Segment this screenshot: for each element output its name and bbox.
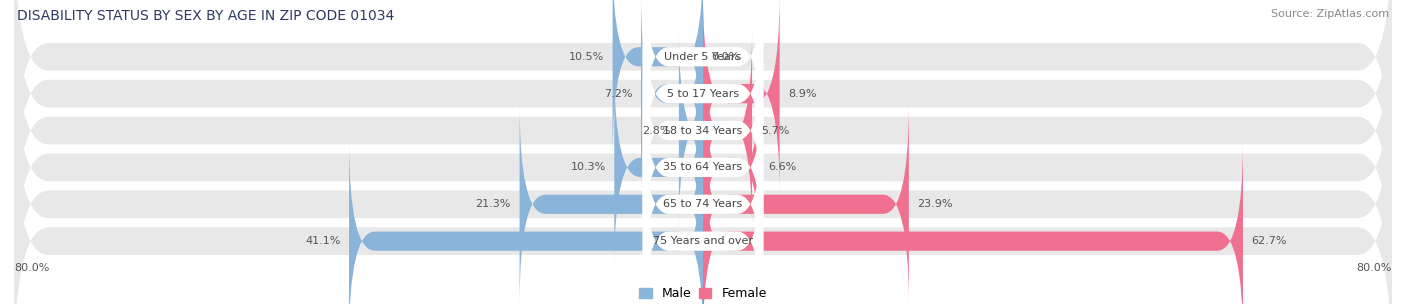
Legend: Male, Female: Male, Female bbox=[640, 287, 766, 300]
FancyBboxPatch shape bbox=[14, 71, 1392, 304]
FancyBboxPatch shape bbox=[14, 0, 1392, 264]
Text: 10.5%: 10.5% bbox=[568, 52, 605, 62]
Text: 80.0%: 80.0% bbox=[14, 263, 49, 273]
Text: 10.3%: 10.3% bbox=[571, 162, 606, 172]
Text: 41.1%: 41.1% bbox=[305, 236, 340, 246]
Text: 5.7%: 5.7% bbox=[761, 126, 789, 136]
Text: 75 Years and over: 75 Years and over bbox=[652, 236, 754, 246]
FancyBboxPatch shape bbox=[703, 103, 908, 304]
Text: 18 to 34 Years: 18 to 34 Years bbox=[664, 126, 742, 136]
FancyBboxPatch shape bbox=[643, 103, 763, 304]
Text: Under 5 Years: Under 5 Years bbox=[665, 52, 741, 62]
Text: 23.9%: 23.9% bbox=[918, 199, 953, 209]
FancyBboxPatch shape bbox=[643, 140, 763, 304]
FancyBboxPatch shape bbox=[14, 0, 1392, 190]
Text: 7.2%: 7.2% bbox=[605, 89, 633, 98]
FancyBboxPatch shape bbox=[643, 0, 763, 158]
FancyBboxPatch shape bbox=[613, 0, 703, 158]
FancyBboxPatch shape bbox=[643, 29, 763, 232]
FancyBboxPatch shape bbox=[643, 0, 763, 195]
FancyBboxPatch shape bbox=[14, 34, 1392, 301]
FancyBboxPatch shape bbox=[641, 0, 703, 195]
FancyBboxPatch shape bbox=[703, 66, 759, 268]
Text: 35 to 64 Years: 35 to 64 Years bbox=[664, 162, 742, 172]
Text: 21.3%: 21.3% bbox=[475, 199, 510, 209]
Text: 5 to 17 Years: 5 to 17 Years bbox=[666, 89, 740, 98]
FancyBboxPatch shape bbox=[14, 0, 1392, 227]
Text: 6.6%: 6.6% bbox=[769, 162, 797, 172]
Text: 65 to 74 Years: 65 to 74 Years bbox=[664, 199, 742, 209]
Text: 8.9%: 8.9% bbox=[789, 89, 817, 98]
Text: 62.7%: 62.7% bbox=[1251, 236, 1286, 246]
Text: Source: ZipAtlas.com: Source: ZipAtlas.com bbox=[1271, 9, 1389, 19]
FancyBboxPatch shape bbox=[614, 66, 703, 268]
FancyBboxPatch shape bbox=[349, 140, 703, 304]
Text: DISABILITY STATUS BY SEX BY AGE IN ZIP CODE 01034: DISABILITY STATUS BY SEX BY AGE IN ZIP C… bbox=[17, 9, 394, 23]
FancyBboxPatch shape bbox=[703, 0, 780, 195]
FancyBboxPatch shape bbox=[520, 103, 703, 304]
Text: 0.0%: 0.0% bbox=[711, 52, 740, 62]
FancyBboxPatch shape bbox=[703, 140, 1243, 304]
Text: 2.8%: 2.8% bbox=[641, 126, 671, 136]
FancyBboxPatch shape bbox=[643, 66, 763, 268]
FancyBboxPatch shape bbox=[14, 108, 1392, 304]
FancyBboxPatch shape bbox=[678, 29, 704, 232]
FancyBboxPatch shape bbox=[703, 29, 752, 232]
Text: 80.0%: 80.0% bbox=[1357, 263, 1392, 273]
